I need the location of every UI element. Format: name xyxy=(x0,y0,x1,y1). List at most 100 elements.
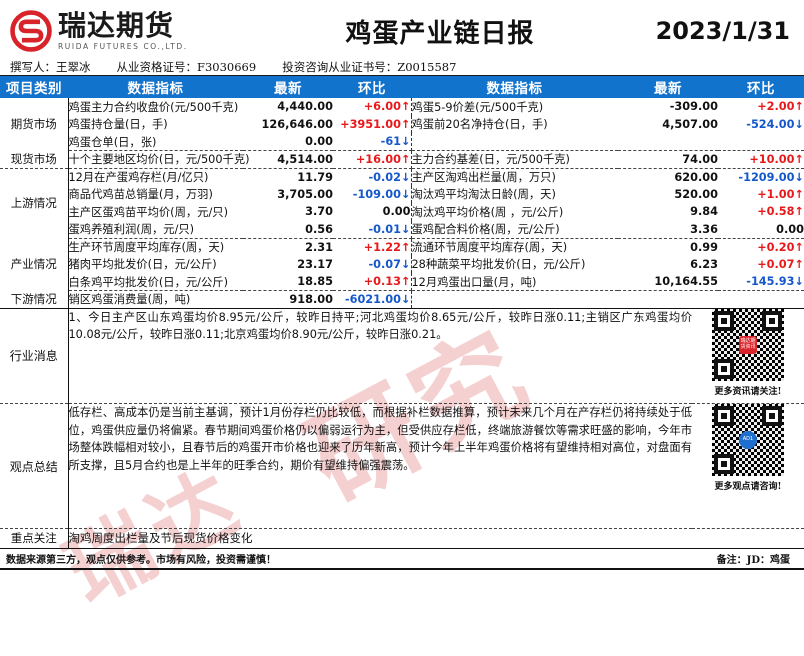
indicator-cell-left: 鸡蛋持仓量(日，手) xyxy=(68,118,168,132)
category-cell-0: 期货市场 xyxy=(0,98,69,151)
news-text: 1、今日主产区山东鸡蛋均价8.95元/公斤，较昨日持平;河北鸡蛋均价8.65元/… xyxy=(68,308,692,404)
th-category: 项目类别 xyxy=(0,76,68,98)
qr-eye-top-left-icon xyxy=(714,310,734,331)
indicator-cell-right xyxy=(411,133,618,151)
qr-eye-top-right-icon xyxy=(762,406,782,426)
summary-qr-center-logo: AD1 xyxy=(739,431,757,449)
th-change-right: 环比 xyxy=(718,76,804,98)
change-cell-left: +6.00↑ xyxy=(333,98,412,116)
page-title: 鸡蛋产业链日报 xyxy=(345,18,535,49)
indicator-cell-right: 12月鸡蛋出口量(月，吨) xyxy=(411,273,618,291)
indicator-cell-left: 猪肉平均批发价(日，元/公斤) xyxy=(68,258,217,272)
indicator-cell-left: 生产环节周度平均库存(周，天) xyxy=(68,241,225,254)
indicator-table: 项目类别 数据指标 最新 环比 数据指标 最新 环比 期货市场 鸡蛋主力合约收盘价… xyxy=(0,76,804,309)
summary-label: 观点总结 xyxy=(0,403,69,529)
latest-cell-right xyxy=(618,290,718,309)
th-indicator-left: 数据指标 xyxy=(68,76,243,98)
change-cell-left: +3951.00↑ xyxy=(333,115,412,133)
latest-cell-left: 3.70 xyxy=(305,205,333,219)
footer-note: 备注：JD：鸡蛋 xyxy=(716,554,790,566)
indicator-cell-right: 28种蔬菜平均批发价(日，元/公斤) xyxy=(411,258,586,272)
indicator-cell-left: 蛋鸡养殖利润(周，元/只) xyxy=(68,220,243,239)
change-cell-right: +0.07↑ xyxy=(757,257,804,271)
latest-cell-left: 2.31 xyxy=(305,240,333,254)
category-cell-1: 现货市场 xyxy=(0,150,69,169)
table-row: 商品代鸡苗总销量(月，万羽) 3,705.00 -109.00↓ 淘汰鸡平均淘汰日龄(… xyxy=(0,185,804,203)
latest-cell-right: 3.36 xyxy=(618,220,718,239)
latest-cell-left: 918.00 xyxy=(243,290,333,309)
indicator-cell-right: 流通环节周度平均库存(周，天) xyxy=(411,241,568,254)
table-row: 白条鸡平均批发价(日，元/公斤) 18.85 +0.13↑ 12月鸡蛋出口量(月，吨)… xyxy=(0,273,804,291)
summary-qr-code-icon[interactable]: AD1 xyxy=(712,404,784,476)
byline-consulting: 投资咨询从业证书号：Z0015587 xyxy=(282,59,457,74)
report-date: 2023/1/31 xyxy=(655,17,790,45)
byline-qualification: 从业资格证号：F3030669 xyxy=(116,59,257,74)
indicator-cell-left: 白条鸡平均批发价(日，元/公斤) xyxy=(68,273,243,291)
indicator-cell-right: 鸡蛋5-9价差(元/500千克) xyxy=(411,100,544,114)
byline-author: 撰写人：王翠冰 xyxy=(10,59,91,74)
focus-label: 重点关注 xyxy=(0,528,69,548)
indicator-cell-left: 鸡蛋仓单(日，张) xyxy=(68,133,243,151)
table-row: 现货市场 十个主要地区均价(日，元/500千克) 4,514.00 +16.00↑ 主力… xyxy=(0,150,804,169)
change-cell-right: 0.00 xyxy=(718,220,804,239)
category-cell-4: 下游情况 xyxy=(0,290,69,309)
category-cell-3: 产业情况 xyxy=(0,238,69,291)
change-cell-right: +2.00↑ xyxy=(757,100,804,114)
table-row: 期货市场 鸡蛋主力合约收盘价(元/500千克) 4,440.00 +6.00↑ 鸡蛋5-… xyxy=(0,98,804,151)
change-cell-right: +1.00↑ xyxy=(757,187,804,201)
latest-cell-right: 6.23 xyxy=(690,257,718,271)
qr-eye-bottom-left-icon xyxy=(714,358,734,379)
summary-qr-cell: AD1 更多观点请咨询! xyxy=(692,403,804,529)
latest-cell-right: 4,507.00 xyxy=(662,117,718,131)
latest-cell-left: 11.79 xyxy=(297,170,333,184)
logo-name-cn: 瑞达期货 xyxy=(58,8,175,42)
latest-cell-left: 18.85 xyxy=(243,273,333,291)
page-footer: 数据来源第三方，观点仅供参考。市场有风险，投资需谨慎！ 备注：JD：鸡蛋 xyxy=(0,547,804,570)
latest-cell-left: 4,440.00 xyxy=(277,100,333,114)
news-label: 行业消息 xyxy=(0,308,69,404)
news-qr-center-logo: 瑞达期货资讯 xyxy=(739,335,757,354)
news-qr-code-icon[interactable]: 瑞达期货资讯 xyxy=(712,308,784,381)
change-cell-right: -145.93↓ xyxy=(718,273,804,291)
indicator-cell-left: 销区鸡蛋消费量(周，吨) xyxy=(68,290,243,309)
summary-row: 观点总结 低存栏、高成本仍是当前主基调，预计1月份存栏仍比较低，而根据补栏数据推… xyxy=(0,403,804,529)
byline: 撰写人：王翠冰 从业资格证号：F3030669 投资咨询从业证书号：Z00155… xyxy=(0,58,804,76)
indicator-cell-right: 主产区淘鸡出栏量(周，万只) xyxy=(411,171,556,184)
table-header-row: 项目类别 数据指标 最新 环比 数据指标 最新 环比 xyxy=(0,76,804,98)
news-qr-cell: 瑞达期货资讯 更多资讯请关注! xyxy=(692,308,804,404)
qr-eye-top-right-icon xyxy=(762,310,782,331)
latest-cell-left: 3,705.00 xyxy=(277,187,333,201)
latest-cell-left: 23.17 xyxy=(297,257,333,271)
latest-cell-right xyxy=(618,133,718,151)
page-header: 瑞达期货 RUIDA FUTURES CO.,LTD. 鸡蛋产业链日报 2023… xyxy=(0,0,804,58)
indicator-cell-right: 主力合约基差(日，元/500千克) xyxy=(411,150,618,169)
change-cell-left: -61↓ xyxy=(333,133,412,151)
logo-name-en: RUIDA FUTURES CO.,LTD. xyxy=(58,41,188,51)
news-qr-caption: 更多资讯请关注! xyxy=(714,386,782,397)
indicator-cell-left: 商品代鸡苗总销量(月，万羽) xyxy=(68,188,213,202)
change-cell-left: -109.00↓ xyxy=(333,185,412,203)
footer-disclaimer: 数据来源第三方，观点仅供参考。市场有风险，投资需谨慎！ xyxy=(6,554,276,566)
latest-cell-right: 9.84 xyxy=(690,205,718,219)
focus-row: 重点关注 淘鸡周度出栏量及节后现货价格变化 xyxy=(0,528,804,548)
text-block-table: 行业消息 1、今日主产区山东鸡蛋均价8.95元/公斤，较昨日持平;河北鸡蛋均价8… xyxy=(0,308,804,548)
table-row: 蛋鸡养殖利润(周，元/只) 0.56 -0.01↓ 蛋鸡配合料价格(周，元/公斤) 3.… xyxy=(0,220,804,239)
indicator-cell-right: 淘汰鸡平均价格(周 ，元/公斤) xyxy=(411,205,564,219)
table-row: 上游情况 12月在产蛋鸡存栏(月/亿只) 11.79 -0.02↓ 主产区淘鸡出栏量(周… xyxy=(0,168,804,238)
table-row: 鸡蛋仓单(日，张) 0.00 -61↓ xyxy=(0,133,804,151)
change-cell-right: -1209.00↓ xyxy=(738,170,804,184)
latest-cell-left: 126,646.00 xyxy=(261,117,333,131)
indicator-cell-left: 12月在产蛋鸡存栏(月/亿只) xyxy=(68,171,209,184)
table-body: 期货市场 鸡蛋主力合约收盘价(元/500千克) 4,440.00 +6.00↑ 鸡蛋5-… xyxy=(0,98,804,309)
news-row: 行业消息 1、今日主产区山东鸡蛋均价8.95元/公斤，较昨日持平;河北鸡蛋均价8… xyxy=(0,308,804,404)
qr-eye-top-left-icon xyxy=(714,406,734,426)
latest-cell-left: 0.56 xyxy=(243,220,333,239)
change-cell-left: +0.13↑ xyxy=(333,273,412,291)
logo-text: 瑞达期货 RUIDA FUTURES CO.,LTD. xyxy=(58,8,188,51)
change-cell-left: 0.00 xyxy=(333,203,412,221)
change-cell-left: -0.02↓ xyxy=(333,168,412,186)
latest-cell-right: 620.00 xyxy=(674,170,718,184)
indicator-cell-left: 主产区蛋鸡苗平均价(周，元/只) xyxy=(68,205,228,219)
change-cell-left: -6021.00↓ xyxy=(333,290,412,309)
table-row: 主产区蛋鸡苗平均价(周，元/只) 3.70 0.00 淘汰鸡平均价格(周 ，元/公斤)… xyxy=(0,203,804,221)
